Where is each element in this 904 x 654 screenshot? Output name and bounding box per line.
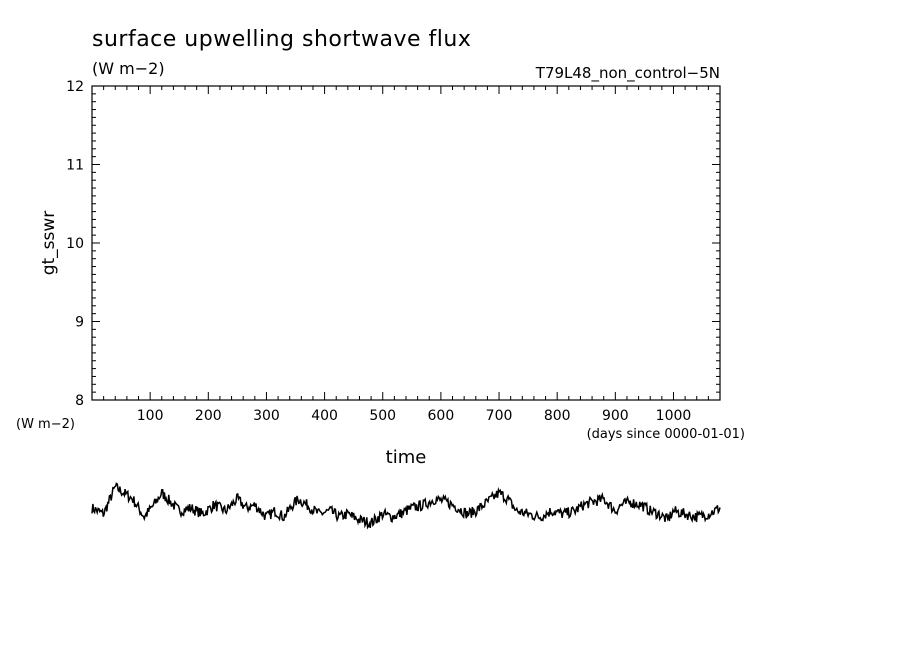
plot-frame bbox=[91, 85, 721, 401]
title-units: (W m−2) bbox=[92, 59, 165, 78]
x-tick-label: 500 bbox=[369, 408, 396, 424]
run-label: T79L48_non_control−5N bbox=[535, 64, 720, 83]
x-tick-label: 700 bbox=[486, 408, 513, 424]
x-tick-label: 600 bbox=[428, 408, 455, 424]
x-tick-label: 200 bbox=[195, 408, 222, 424]
x-tick-label: 1000 bbox=[656, 408, 692, 424]
x-tick-label: 300 bbox=[253, 408, 280, 424]
y-tick-labels: 8 9 10 11 12 bbox=[66, 79, 84, 409]
y-tick-label: 8 bbox=[75, 393, 84, 409]
x-tick-label: 400 bbox=[311, 408, 338, 424]
x-tick-labels: 100 200 300 400 500 600 700 800 900 1000 bbox=[137, 408, 692, 424]
x-tick-label: 100 bbox=[137, 408, 164, 424]
x-units-label: (days since 0000-01-01) bbox=[587, 427, 745, 442]
axis-ticks bbox=[92, 85, 720, 401]
y-axis-label: gt_sswr bbox=[39, 211, 59, 276]
x-axis-label: time bbox=[386, 447, 427, 468]
y-tick-label: 11 bbox=[66, 158, 84, 174]
y-tick-label: 10 bbox=[66, 236, 84, 252]
x-tick-label: 800 bbox=[544, 408, 571, 424]
y-units-corner: (W m−2) bbox=[16, 417, 75, 432]
y-tick-label: 12 bbox=[66, 79, 84, 95]
chart-title: surface upwelling shortwave flux bbox=[92, 27, 471, 52]
x-tick-label: 900 bbox=[602, 408, 629, 424]
y-tick-label: 9 bbox=[75, 315, 84, 331]
series-line bbox=[91, 482, 721, 530]
